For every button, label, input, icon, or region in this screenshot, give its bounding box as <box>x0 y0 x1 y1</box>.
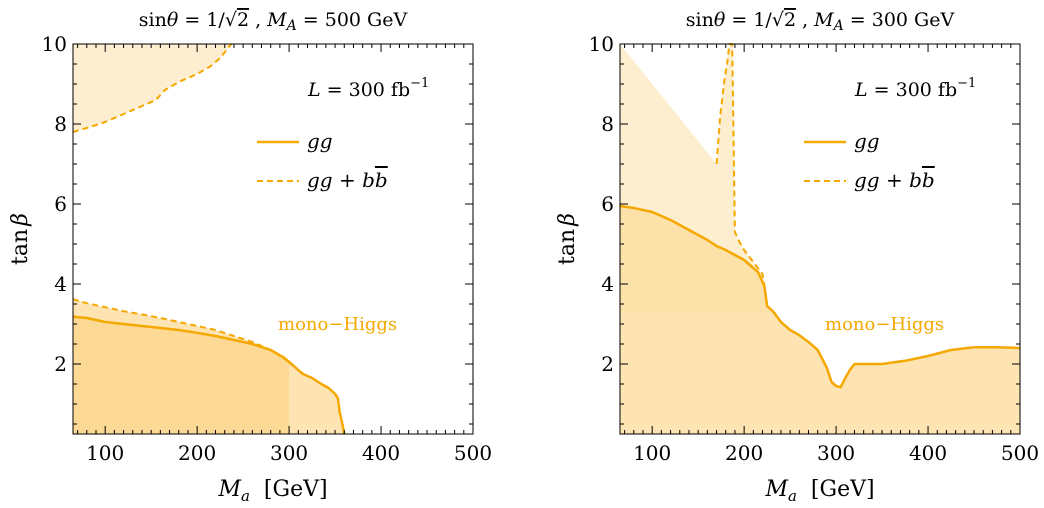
y-tick-label: 6 <box>601 192 614 216</box>
y-tick-label: 10 <box>42 32 67 56</box>
y-tick-label: 10 <box>589 32 614 56</box>
left-legend: gg gg + bb <box>257 129 388 192</box>
fill-region-1-1 <box>620 44 774 312</box>
left-legend-label-gg: gg <box>307 129 333 153</box>
x-tick-label: 200 <box>178 441 216 465</box>
right-annotation-mono-higgs: mono−Higgs <box>825 314 944 335</box>
y-tick-label: 2 <box>54 352 67 376</box>
series-line-1-0 <box>619 204 1021 389</box>
y-tick-label: 8 <box>601 112 614 136</box>
y-tick-label: 4 <box>601 272 614 296</box>
right-luminosity-label: L = 300 fb−1 <box>854 76 976 101</box>
y-tick-label: 2 <box>601 352 614 376</box>
left-plot-frame <box>72 43 474 435</box>
y-tick-label: 4 <box>54 272 67 296</box>
series-line-0-1 <box>72 298 290 363</box>
right-panel: 100 200 300 400 500 2 4 6 8 10 sinθ = 1/√2 , MA =… <box>555 9 1039 505</box>
left-legend-label-gg-bb: gg + bb <box>307 168 388 192</box>
right-legend-label-gg: gg <box>854 129 880 153</box>
right-plot-frame <box>619 43 1021 435</box>
x-tick-label: 400 <box>909 441 947 465</box>
right-panel-title: sinθ = 1/√2 , MA = 300 GeV <box>686 9 955 34</box>
x-tick-label: 100 <box>86 441 124 465</box>
right-legend-label-gg-bb: gg + bb <box>854 168 935 192</box>
right-x-axis-title: Ma [GeV] <box>764 477 874 505</box>
y-tick-label: 8 <box>54 112 67 136</box>
x-tick-label: 300 <box>817 441 855 465</box>
series-line-0-2 <box>72 43 232 133</box>
right-fill-layer <box>620 44 1020 434</box>
left-y-axis-title: tanβ <box>8 213 33 265</box>
y-tick-label: 6 <box>54 192 67 216</box>
left-line-layer <box>72 43 346 435</box>
left-x-axis-title: Ma [GeV] <box>217 477 327 505</box>
right-y-axis-title: tanβ <box>555 213 580 265</box>
left-panel: 100 200 300 400 500 2 4 6 8 10 sinθ = 1/√2 , MA =… <box>8 9 492 505</box>
left-luminosity-label: L = 300 fb−1 <box>307 76 429 101</box>
left-ticks: 100 200 300 400 500 2 4 6 8 10 <box>42 32 493 465</box>
x-tick-label: 400 <box>362 441 400 465</box>
x-tick-label: 500 <box>1001 441 1039 465</box>
right-ticks: 100 200 300 400 500 2 4 6 8 10 <box>589 32 1040 465</box>
left-annotation-mono-higgs: mono−Higgs <box>278 314 397 335</box>
fill-region-0-1 <box>73 299 290 434</box>
left-panel-title: sinθ = 1/√2 , MA = 500 GeV <box>139 9 408 34</box>
x-tick-label: 100 <box>633 441 671 465</box>
fill-region-0-2 <box>73 44 232 132</box>
x-tick-label: 300 <box>270 441 308 465</box>
x-tick-label: 500 <box>454 441 492 465</box>
x-tick-label: 200 <box>725 441 763 465</box>
left-fill-layer <box>73 44 345 434</box>
right-legend: gg gg + bb <box>804 129 935 192</box>
